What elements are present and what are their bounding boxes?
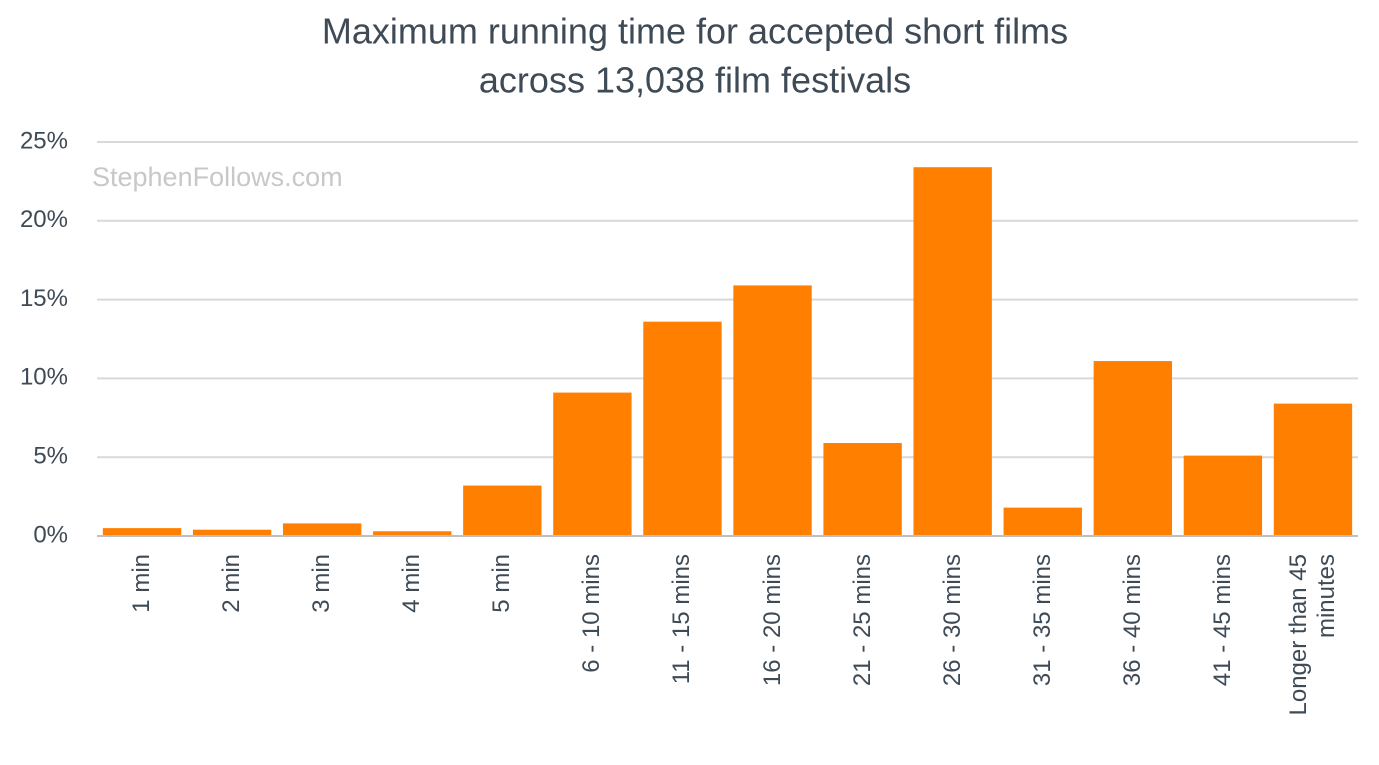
bar — [643, 321, 722, 536]
y-tick-label: 10% — [20, 364, 68, 391]
chart-title: Maximum running time for accepted short … — [322, 11, 1068, 52]
bar — [192, 529, 272, 536]
watermark: StephenFollows.com — [92, 162, 343, 192]
y-tick-label: 5% — [33, 443, 68, 470]
bar — [1183, 455, 1263, 536]
x-tick-label: 31 - 35 mins — [1028, 554, 1056, 687]
x-tick-label: 5 min — [488, 554, 516, 613]
bar — [913, 167, 992, 536]
bar — [463, 485, 542, 536]
x-tick-label: 4 min — [398, 554, 426, 613]
x-tick-label: 11 - 15 mins — [668, 554, 696, 685]
x-tick-label: 36 - 40 mins — [1118, 554, 1146, 687]
bar — [1003, 507, 1082, 536]
bar — [823, 443, 902, 536]
y-tick-label: 0% — [33, 521, 68, 548]
y-tick-label: 20% — [20, 206, 68, 233]
x-tick-label: 2 min — [218, 554, 246, 613]
x-tick-label: Longer than 45 minutes — [1284, 554, 1340, 716]
chart-title: across 13,038 film festivals — [479, 60, 911, 101]
x-tick-label: 6 - 10 mins — [578, 554, 606, 673]
x-tick-label: 16 - 20 mins — [758, 554, 786, 687]
bar — [1273, 403, 1353, 536]
bar — [733, 285, 812, 536]
bar — [373, 531, 452, 536]
x-tick-label: 3 min — [308, 554, 336, 613]
bar — [553, 392, 632, 536]
x-tick-label: 26 - 30 mins — [938, 554, 966, 687]
x-tick-label: 41 - 45 mins — [1208, 554, 1236, 687]
y-tick-label: 25% — [20, 127, 68, 154]
bar — [102, 528, 182, 536]
x-tick-label: 21 - 25 mins — [848, 554, 876, 687]
x-tick-label: 1 min — [128, 554, 156, 613]
bar — [282, 523, 362, 536]
y-tick-label: 15% — [20, 285, 68, 312]
bar — [1093, 361, 1173, 536]
